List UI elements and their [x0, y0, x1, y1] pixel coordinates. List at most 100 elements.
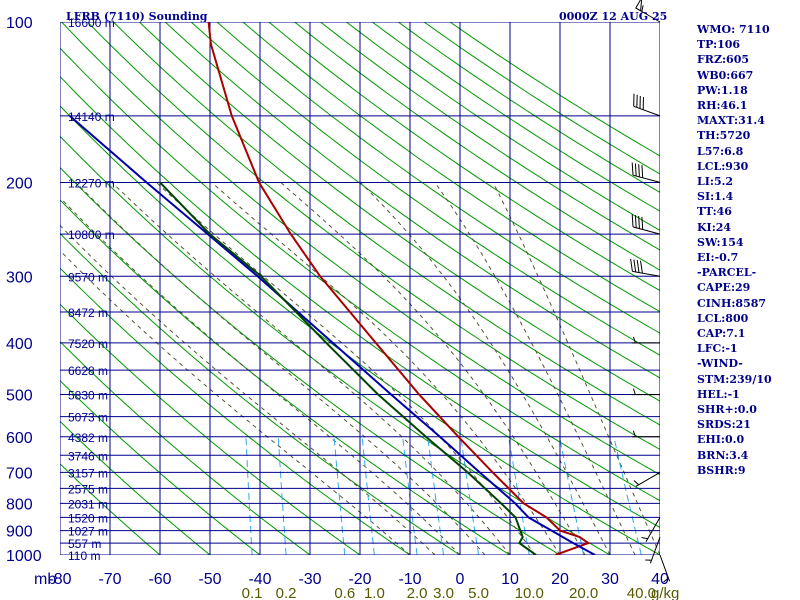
dry-adiabat-line [293, 22, 660, 271]
height-label: 5830 m [68, 389, 108, 403]
dry-adiabat-line [60, 22, 660, 476]
temperature-point [319, 275, 321, 278]
parcel-point [572, 542, 575, 544]
mixing-ratio-label: 0.6 [334, 585, 355, 600]
temperature-tick-label: 40 [651, 571, 669, 588]
index-line: CINH:8587 [697, 296, 767, 310]
mixing-ratio-label: 0.1 [242, 585, 263, 600]
pressure-tick-label: 900 [6, 524, 33, 541]
dry-adiabat-line [138, 22, 660, 402]
mixing-ratio-line [333, 436, 346, 555]
index-line: LCL:800 [697, 311, 749, 325]
wetbulb-profile-line [159, 181, 537, 555]
temperature-point [559, 529, 561, 532]
mixing-ratio-label: 20.0 [569, 585, 598, 600]
wetbulb-point [518, 542, 521, 544]
index-line: EHI:0.0 [697, 433, 745, 447]
pressure-tick-labels: 100 200 300 400 500 600 700 800 900 1000 [6, 15, 42, 565]
parcel-point [256, 275, 259, 278]
dry-adiabat-line [60, 135, 611, 555]
wind-barb [633, 471, 661, 487]
mixing-ratio-line [402, 436, 418, 555]
dry-adiabat-line [60, 47, 660, 502]
temperature-point [375, 342, 377, 344]
chart-time: 0000Z 12 AUG 25 [559, 10, 667, 23]
isotherms [60, 22, 660, 555]
temperature-point [457, 436, 460, 438]
index-line: SW:154 [697, 235, 744, 249]
temperature-point [545, 516, 548, 519]
temperature-tick-label: -50 [198, 571, 221, 588]
height-label: 110 m [68, 549, 100, 563]
pressure-tick-label: 100 [6, 15, 33, 32]
index-line: LFC:-1 [697, 342, 738, 356]
temperature-tick-label: 30 [601, 571, 619, 588]
parcel-point [332, 342, 334, 344]
height-label: 5073 m [68, 411, 108, 425]
height-label: 2031 m [68, 497, 108, 511]
pressure-tick-label: 1000 [6, 548, 42, 565]
dry-adiabat-line [164, 22, 660, 379]
wetbulb-point [425, 436, 427, 438]
temperature-tick-label: -20 [348, 571, 371, 588]
dry-adiabat-line [60, 303, 361, 555]
mixing-ratio-line [245, 436, 253, 555]
wind-barb [630, 258, 661, 277]
height-labels: 16600 m 14140 m 12270 m 10800 m 9570 m 8472 m… [68, 16, 115, 563]
parcel-point [145, 181, 148, 184]
dry-adiabat-line [60, 199, 511, 555]
index-line: CAP:7.1 [697, 327, 746, 341]
mixing-ratio-line [361, 436, 375, 555]
mixing-ratio-label: 3.0 [433, 585, 454, 600]
index-line: SRDS:21 [697, 418, 751, 432]
mixing-ratio-label: 2.0 [407, 585, 428, 600]
index-line: WB0:667 [697, 68, 754, 82]
wetbulb-point [209, 233, 211, 235]
mixing-ratio-label: 0.2 [276, 585, 297, 600]
temperature-point [554, 554, 557, 555]
height-label: 14140 m [68, 110, 115, 124]
wetbulb-point [159, 181, 161, 184]
pressure-tick-label: 200 [6, 175, 33, 192]
index-line: RH:46.1 [697, 99, 748, 113]
profiles [69, 22, 596, 555]
temperature-point [522, 502, 525, 505]
temperature-tick-label: -60 [148, 571, 171, 588]
parcel-point [69, 115, 71, 117]
wetbulb-point [500, 502, 502, 505]
mixing-ratio-label: 10.0 [515, 585, 544, 600]
pressure-unit-label: mb [34, 571, 56, 588]
wetbulb-point [466, 471, 469, 474]
index-line: HEL:-1 [697, 387, 740, 401]
dry-adiabat-line [60, 75, 660, 528]
index-line: BRN:3.4 [697, 448, 749, 462]
wind-barb [632, 336, 660, 344]
wetbulb-point [535, 554, 537, 555]
mixing-ratio-line [613, 436, 642, 555]
temperature-tick-label: -40 [248, 571, 271, 588]
mixing-ratio-labels: 0.1 0.2 0.6 1.0 2.0 3.0 5.0 10.0 20.0 40.0 [242, 585, 656, 600]
pressure-tick-label: 600 [6, 430, 33, 447]
index-line: STM:239/10 [697, 372, 772, 386]
parcel-point [478, 471, 481, 474]
mixing-ratio-line [427, 436, 445, 555]
parcel-point [527, 516, 530, 519]
moist-adiabat-line [60, 224, 436, 555]
temperature-point [231, 115, 233, 117]
dry-adiabat-line [190, 22, 660, 356]
temperature-point [258, 181, 260, 184]
wetbulb-point [514, 516, 517, 519]
temperature-tick-label: -30 [298, 571, 321, 588]
mixing-ratio-lines [245, 436, 642, 555]
height-label: 1027 m [68, 525, 108, 539]
parcel-point [390, 393, 393, 396]
height-label: 10800 m [68, 228, 115, 242]
chart-title: LFRB (7110) Sounding [66, 10, 208, 23]
dry-adiabat-line [86, 22, 660, 451]
pressure-tick-label: 700 [6, 465, 33, 482]
mixing-ratio-label: 1.0 [364, 585, 385, 600]
dry-adiabat-line [60, 340, 311, 555]
wetbulb-point [260, 275, 262, 278]
wetbulb-point [377, 393, 380, 396]
